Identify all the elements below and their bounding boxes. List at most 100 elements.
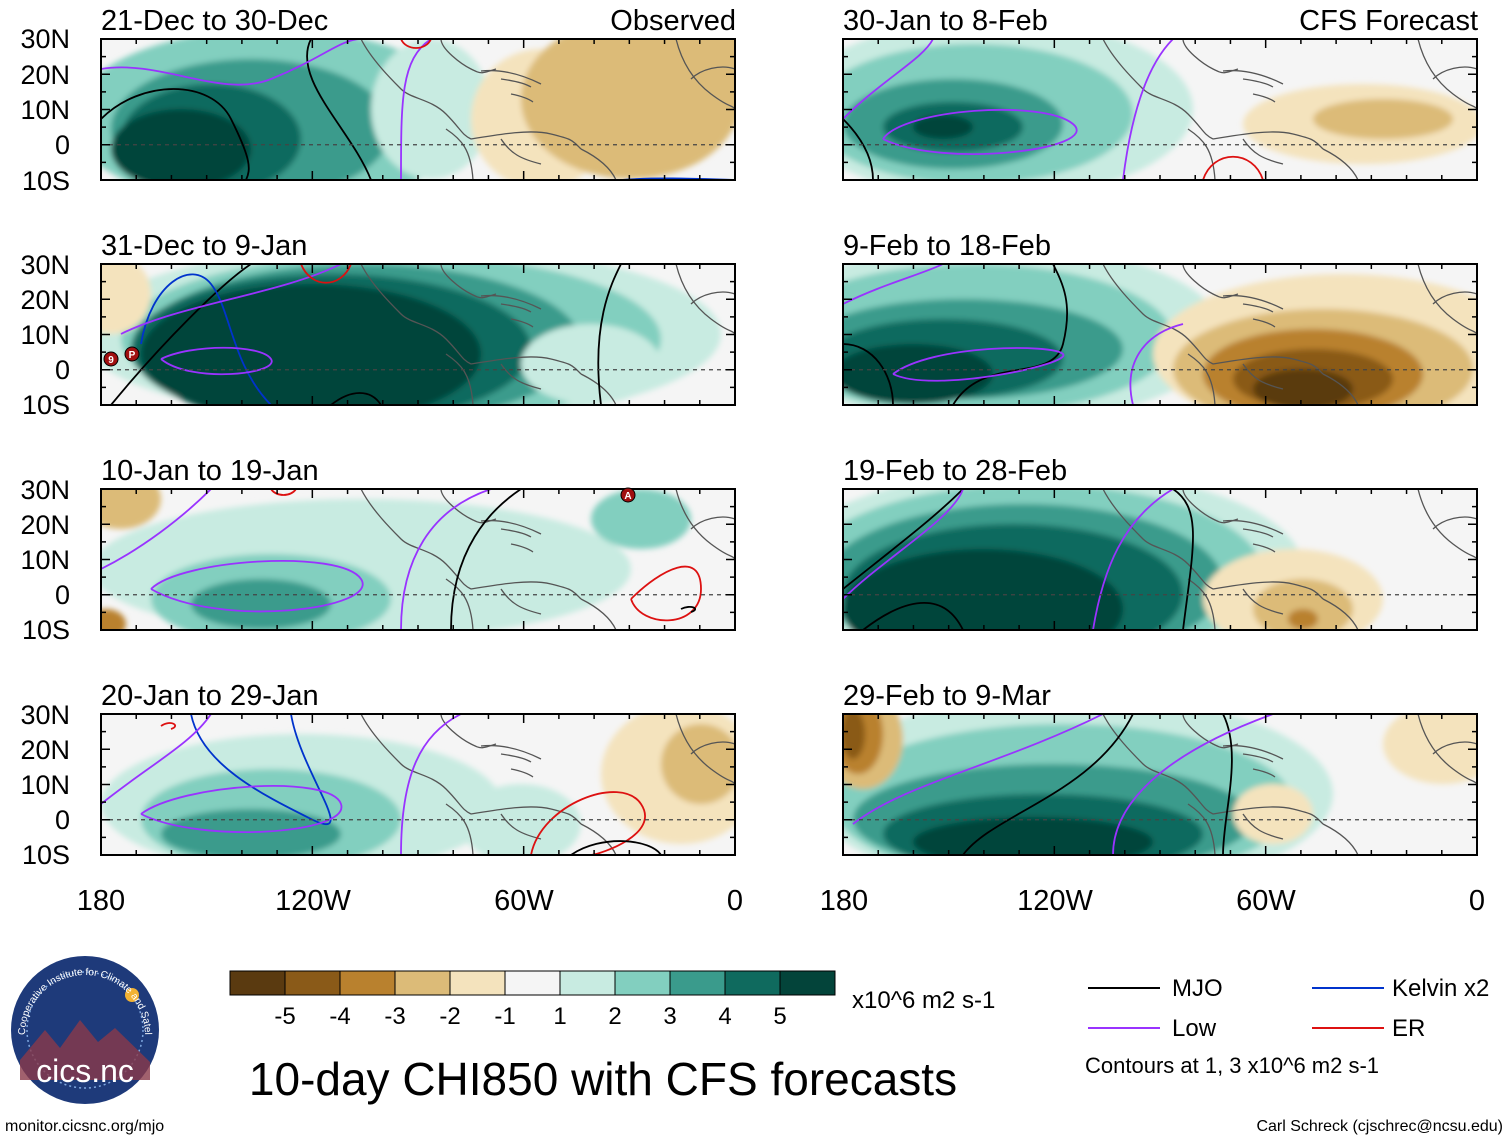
- lat-label: 10N: [20, 545, 70, 575]
- lat-label: 20N: [20, 510, 70, 540]
- anomaly-fill: [461, 784, 581, 855]
- contour-line: [570, 840, 662, 855]
- lon-label: 60W: [494, 885, 554, 917]
- legend-label-kelvin: Kelvin x2: [1392, 975, 1489, 1002]
- contour-line: [140, 785, 342, 833]
- contour-line: [630, 565, 702, 622]
- coastline: [1242, 753, 1274, 763]
- forecast-label: CFS Forecast: [1299, 5, 1478, 37]
- contour-line: [843, 118, 874, 180]
- coastline: [510, 768, 534, 778]
- colorbar-tick-label: -2: [439, 1003, 460, 1030]
- coastline: [675, 264, 735, 335]
- coastline: [1242, 303, 1274, 313]
- legend-contour-note: Contours at 1, 3 x10^6 m2 s-1: [1085, 1053, 1379, 1078]
- contour-line: [843, 264, 944, 305]
- contour-line: [400, 489, 492, 630]
- coastline: [580, 373, 617, 405]
- anomaly-fill: [1253, 369, 1353, 405]
- colorbar-tick-label: -4: [329, 1003, 350, 1030]
- coastline: [480, 69, 542, 85]
- coastline: [675, 714, 735, 785]
- coastline: [470, 131, 582, 150]
- map-panel: [842, 38, 1478, 181]
- contour-line: [400, 714, 462, 855]
- coastline: [1187, 128, 1216, 180]
- coastline: [1187, 578, 1216, 630]
- coastline: [1417, 714, 1477, 785]
- coastline: [445, 578, 474, 630]
- coastline: [690, 66, 735, 80]
- panel-title: 31-Dec to 9-Jan: [101, 230, 307, 262]
- legend-label-mjo: MJO: [1172, 975, 1223, 1002]
- coastline: [1222, 744, 1284, 760]
- colorbar-tick-label: 5: [773, 1003, 786, 1030]
- coastline: [1417, 264, 1477, 335]
- anomaly-fill: [521, 324, 661, 404]
- map-panel-content: [843, 264, 1477, 405]
- coastlines: [360, 264, 735, 405]
- lat-label: 20N: [20, 285, 70, 315]
- colorbar-swatch: [724, 970, 781, 996]
- map-panel: [100, 263, 736, 406]
- storm-marker-label: 9: [108, 355, 114, 366]
- coastline: [360, 714, 472, 815]
- coastline: [480, 744, 542, 760]
- lon-label: 180: [77, 885, 125, 917]
- coastline: [1252, 543, 1276, 553]
- coastline: [580, 148, 617, 180]
- lat-label: 10N: [20, 320, 70, 350]
- colorbar-swatch: [669, 970, 726, 996]
- anomaly-fields: [843, 264, 1477, 405]
- coastline: [1252, 768, 1276, 778]
- colorbar-swatch: [449, 970, 506, 996]
- coastline: [440, 39, 497, 74]
- coastline: [580, 823, 617, 855]
- coastline: [1432, 291, 1477, 305]
- lat-label: 10N: [20, 770, 70, 800]
- anomaly-fill: [631, 39, 735, 129]
- observed-label: Observed: [610, 5, 736, 37]
- coastline: [1322, 598, 1359, 630]
- contour-line: [530, 791, 646, 855]
- logo-text: cics.nc: [36, 1053, 134, 1089]
- coastline: [470, 581, 582, 600]
- storm-marker-label: P: [129, 350, 136, 361]
- coastlines: [1102, 264, 1477, 405]
- coastline: [1242, 528, 1274, 538]
- map-panel-content: [843, 39, 1477, 180]
- colorbar-tick-label: 3: [663, 1003, 676, 1030]
- contour-line: [450, 489, 522, 630]
- anomaly-fill: [141, 284, 481, 405]
- colorbar-tick-label: 2: [608, 1003, 621, 1030]
- coastline: [1222, 294, 1284, 310]
- contour-line: [101, 39, 362, 86]
- contour-line: [680, 606, 696, 613]
- contour-line: [101, 88, 250, 180]
- anomaly-fill: [843, 549, 1123, 630]
- coastline: [1242, 813, 1284, 840]
- coastline: [1322, 148, 1359, 180]
- logo-ring: [26, 971, 144, 1089]
- coastline: [470, 806, 582, 825]
- anomaly-fill: [913, 817, 1153, 855]
- coastline: [480, 294, 542, 310]
- contour-line: [597, 264, 622, 405]
- storm-marker-icon: [103, 351, 119, 367]
- anomaly-fill: [913, 115, 973, 139]
- anomaly-fill: [111, 109, 251, 180]
- contour-lines: [101, 489, 702, 630]
- contour-line: [1112, 714, 1274, 855]
- lat-label: 10S: [22, 615, 70, 645]
- lon-label: 0: [1469, 885, 1485, 917]
- coastline: [360, 264, 472, 365]
- coastline: [1242, 588, 1284, 615]
- anomaly-fields: [101, 489, 691, 630]
- lat-label: 0: [55, 355, 70, 385]
- map-panel-content: [101, 489, 735, 630]
- panel-ticks: [842, 38, 1478, 181]
- anomaly-fill: [591, 489, 691, 549]
- contour-line: [862, 602, 964, 630]
- contour-line: [330, 392, 382, 405]
- map-panel-content: [101, 39, 735, 180]
